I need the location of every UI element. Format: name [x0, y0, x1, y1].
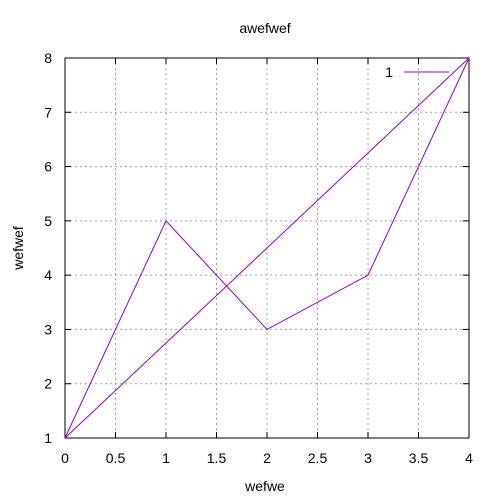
x-tick-label: 2.5: [308, 450, 328, 466]
x-tick-label: 2: [263, 450, 271, 466]
x-tick-label: 1: [162, 450, 170, 466]
y-tick-label: 8: [44, 50, 52, 66]
ticks: 0 0.5 1 1.5 2 2.5 3 3.5 4 1 2 3 4 5 6 7 8: [44, 50, 473, 466]
x-tick-label: 0.5: [106, 450, 126, 466]
y-tick-label: 4: [44, 267, 52, 283]
series-line-2: [64, 57, 470, 439]
x-tick-label: 3.5: [409, 450, 429, 466]
x-tick-label: 0: [61, 450, 69, 466]
series-layer: [64, 57, 470, 439]
y-tick-label: 5: [44, 213, 52, 229]
legend-label: 1: [385, 64, 393, 80]
y-tick-label: 6: [44, 159, 52, 175]
x-tick-label: 3: [364, 450, 372, 466]
x-tick-label: 1.5: [207, 450, 227, 466]
y-tick-label: 2: [44, 376, 52, 392]
y-tick-label: 1: [44, 430, 52, 446]
y-tick-label: 3: [44, 321, 52, 337]
x-tick-label: 4: [465, 450, 473, 466]
y-tick-label: 7: [44, 104, 52, 120]
chart-title: awefwef: [239, 20, 290, 36]
legend: 1: [385, 64, 449, 80]
series-line-1: [64, 57, 470, 439]
x-axis-label: wefwe: [244, 478, 285, 494]
y-axis-label: wefwef: [10, 226, 26, 271]
